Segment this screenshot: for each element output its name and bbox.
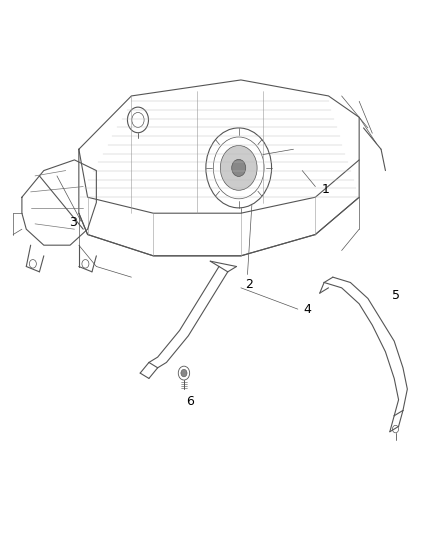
Circle shape [232, 159, 246, 176]
Circle shape [220, 146, 257, 190]
Text: 6: 6 [187, 395, 194, 408]
Text: 3: 3 [69, 216, 77, 229]
Text: 1: 1 [322, 183, 330, 196]
Text: 4: 4 [303, 303, 311, 316]
Text: 2: 2 [245, 278, 253, 291]
Text: 5: 5 [392, 289, 400, 302]
Circle shape [181, 369, 187, 377]
